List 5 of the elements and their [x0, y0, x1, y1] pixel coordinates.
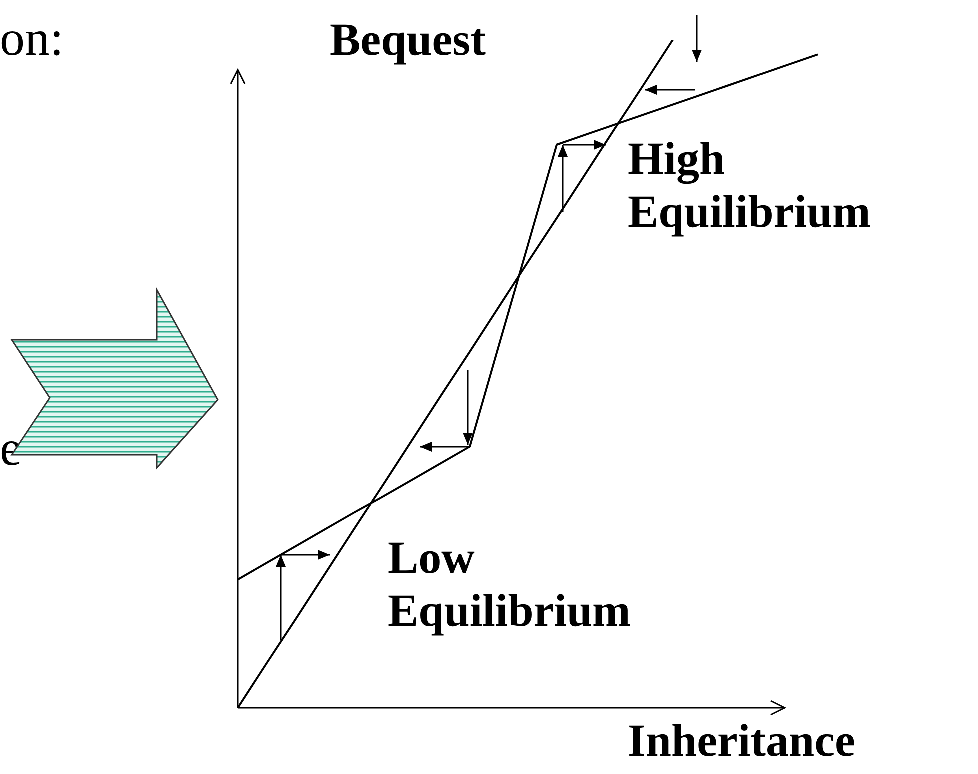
annotation: Low Equilibrium [388, 532, 632, 638]
text: on: [0, 10, 64, 68]
y-axis-title: Bequest [330, 14, 486, 67]
x-axis-title: Inheritance [628, 715, 856, 768]
annotation: High Equilibrium [628, 133, 872, 239]
